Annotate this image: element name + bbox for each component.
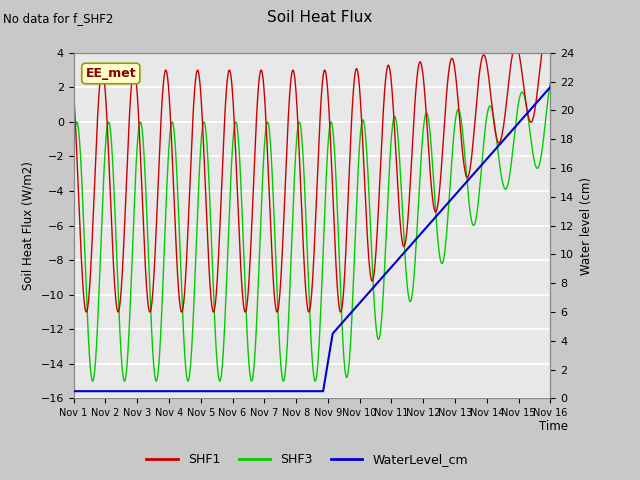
SHF3 xyxy=(289,206,297,212)
SHF1 xyxy=(94,108,102,114)
SHF1 xyxy=(509,50,516,56)
WaterLevel_cm xyxy=(70,388,77,394)
SHF3 xyxy=(94,314,102,320)
SHF3 xyxy=(302,209,310,215)
WaterLevel_cm xyxy=(289,388,296,394)
SHF1 xyxy=(533,91,541,97)
WaterLevel_cm xyxy=(547,84,554,90)
Legend: SHF1, SHF3, WaterLevel_cm: SHF1, SHF3, WaterLevel_cm xyxy=(141,448,473,471)
Line: WaterLevel_cm: WaterLevel_cm xyxy=(74,87,550,391)
SHF3 xyxy=(532,165,540,171)
SHF1 xyxy=(273,309,281,315)
SHF1 xyxy=(70,90,77,96)
Line: SHF3: SHF3 xyxy=(74,82,550,381)
Text: Time: Time xyxy=(539,420,568,432)
Text: No data for f_SHF2: No data for f_SHF2 xyxy=(3,12,113,24)
SHF3 xyxy=(70,144,77,150)
SHF1 xyxy=(302,287,310,292)
Y-axis label: Water level (cm): Water level (cm) xyxy=(580,177,593,275)
WaterLevel_cm xyxy=(445,199,453,204)
Y-axis label: Soil Heat Flux (W/m2): Soil Heat Flux (W/m2) xyxy=(22,161,35,290)
WaterLevel_cm xyxy=(94,388,102,394)
SHF3 xyxy=(216,378,223,384)
SHF3 xyxy=(533,165,541,171)
WaterLevel_cm xyxy=(532,100,540,106)
SHF1 xyxy=(445,65,453,71)
WaterLevel_cm xyxy=(301,388,309,394)
SHF1 xyxy=(547,50,554,56)
SHF1 xyxy=(533,93,541,99)
SHF1 xyxy=(289,67,297,73)
WaterLevel_cm xyxy=(532,100,540,106)
Text: Soil Heat Flux: Soil Heat Flux xyxy=(268,10,372,24)
SHF3 xyxy=(547,79,554,84)
Text: EE_met: EE_met xyxy=(86,67,136,80)
Line: SHF1: SHF1 xyxy=(74,53,550,312)
SHF3 xyxy=(445,194,453,200)
